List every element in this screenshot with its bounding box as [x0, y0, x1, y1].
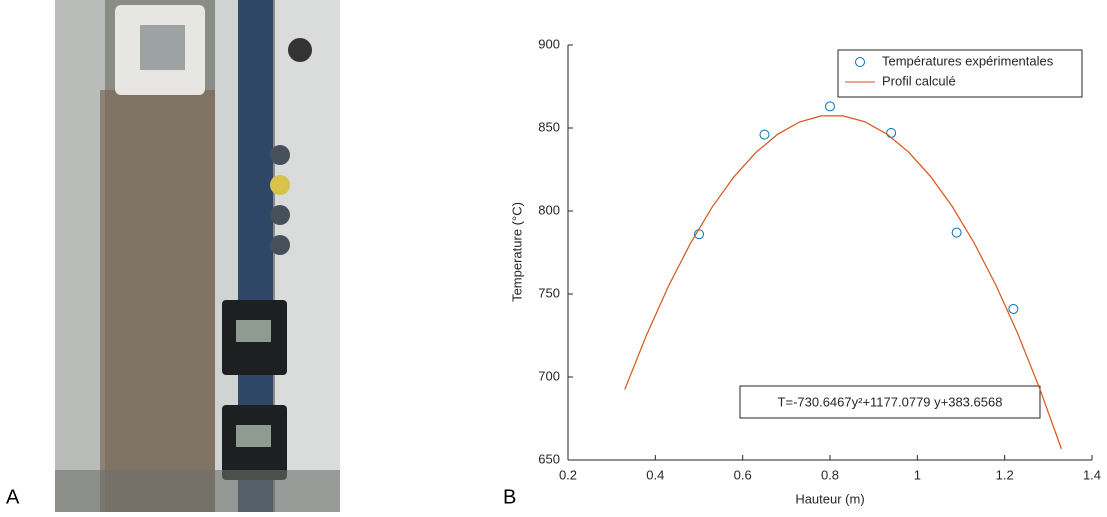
y-tick-label: 750 [538, 285, 560, 300]
data-point [825, 101, 835, 112]
legend [837, 49, 1083, 98]
x-tick-label: 0.4 [646, 467, 664, 482]
y-tick-label: 850 [538, 119, 560, 134]
data-point [759, 129, 770, 140]
panel-label: B [503, 486, 516, 508]
panel-label: A [6, 486, 20, 508]
photo [55, 0, 340, 512]
y-tick-label: 700 [538, 368, 560, 383]
data-point [886, 127, 897, 138]
data-point [951, 227, 962, 238]
y-tick-label: 800 [538, 202, 560, 217]
x-tick-label: 0.6 [734, 467, 752, 482]
curve [624, 115, 1062, 450]
x-tick-label: 1.2 [996, 467, 1014, 482]
legend-marker [855, 57, 865, 67]
x-tick-label: 1 [914, 467, 921, 482]
x-tick-label: 0.2 [559, 467, 577, 482]
x-tick-label: 0.8 [821, 467, 839, 482]
y-tick-label: 650 [538, 451, 560, 466]
annotation: T=-730.6467y²+1177.0779 y+383.6568 [778, 394, 1003, 409]
legend-label: Profil calculé [882, 73, 956, 88]
x-axis-label: Hauteur (m) [795, 491, 864, 506]
data-point [1008, 303, 1019, 314]
legend-label: Températures expérimentales [882, 53, 1054, 68]
y-tick-label: 900 [538, 36, 560, 51]
x-tick-label: 1.4 [1083, 467, 1101, 482]
y-axis-label: Temperature (°C) [509, 202, 524, 302]
annotation-box [739, 385, 1041, 419]
